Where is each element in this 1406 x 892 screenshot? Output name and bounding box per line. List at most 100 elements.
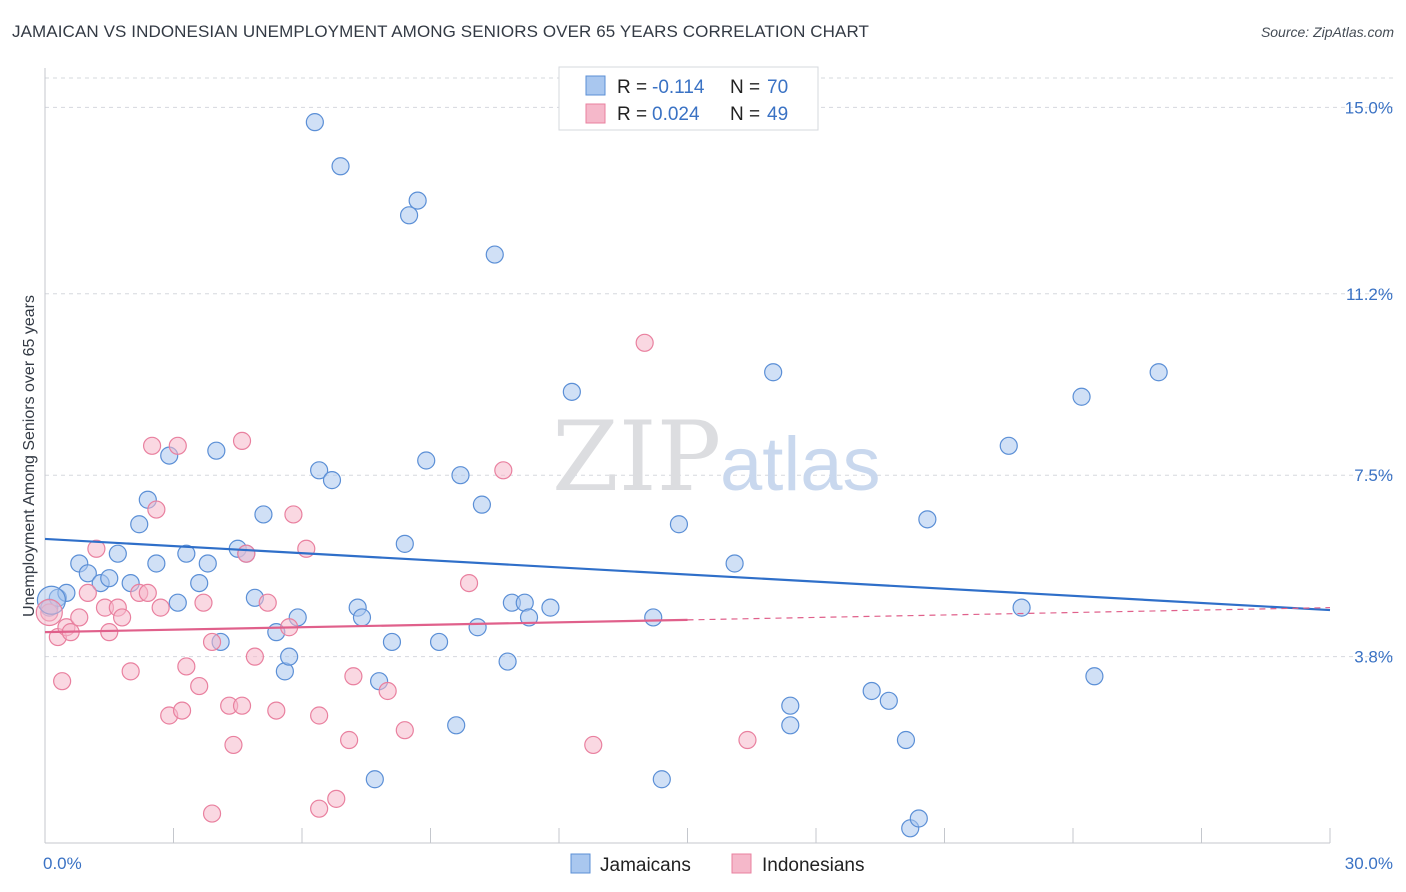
jamaican-point [485, 245, 504, 264]
legend-r-label-jamaicans: R = [617, 77, 647, 98]
jamaican-point [198, 554, 217, 573]
indonesian-point [53, 672, 72, 691]
indonesian-point [112, 608, 132, 627]
jamaican-point [1085, 667, 1104, 686]
x-tick-label-max: 30.0% [1345, 854, 1393, 873]
indonesian-point [310, 799, 329, 818]
jamaican-point [130, 515, 149, 534]
legend-r-value-indonesians: 0.024 [652, 104, 700, 125]
indonesian-point [78, 583, 97, 603]
legend-n-label-indonesians: N = [730, 104, 760, 125]
indonesian-point [121, 662, 140, 681]
grid-layer [45, 77, 1395, 658]
indonesian-point [100, 623, 119, 642]
y-tick-label: 7.5% [1354, 466, 1393, 485]
indonesian-point [168, 436, 187, 455]
indonesian-point [584, 735, 603, 755]
indonesian-point [177, 657, 196, 676]
jamaican-point [78, 564, 97, 583]
indonesian-point [172, 701, 192, 720]
indonesian-point [202, 632, 222, 652]
jamaican-point [562, 382, 581, 401]
jamaican-point [472, 495, 491, 514]
jamaican-point [652, 770, 671, 789]
indonesian-point [237, 544, 256, 563]
indonesian-point [327, 789, 346, 808]
indonesian-point [494, 461, 513, 480]
jamaican-point [781, 716, 800, 735]
y-tick-label: 11.2% [1346, 285, 1393, 304]
jamaican-point [399, 206, 419, 225]
jamaican-point [781, 696, 800, 715]
legend-swatch-jamaicans [585, 75, 606, 96]
indonesian-point [395, 721, 414, 740]
indonesian-point [378, 681, 397, 701]
bottom-legend-indonesians: Indonesians [762, 855, 864, 876]
jamaican-point [447, 716, 466, 735]
indonesian-point [147, 500, 166, 519]
jamaican-point [352, 608, 372, 627]
indonesians-trend-line [44, 618, 688, 634]
axis-layer: 3.8% 7.5% 11.2% 15.0% 0.0% 30.0% [43, 68, 1393, 873]
indonesian-point [459, 573, 479, 593]
indonesian-point [232, 431, 252, 450]
indonesian-point [635, 333, 654, 352]
indonesian-point [202, 804, 222, 823]
stats-legend: R = -0.114 N = 70 R = 0.024 N = 49 [558, 66, 819, 131]
jamaican-point [207, 441, 226, 460]
jamaican-point [725, 554, 744, 573]
jamaican-point [365, 770, 384, 789]
legend-swatch-indonesians [585, 103, 606, 124]
indonesian-point [232, 696, 252, 715]
y-tick-label: 15.0% [1345, 98, 1393, 117]
indonesian-point [138, 583, 157, 603]
watermark-atlas: atlas [720, 422, 881, 507]
jamaican-point [918, 510, 937, 529]
legend-r-value-jamaicans: -0.114 [652, 77, 705, 98]
jamaican-point [999, 436, 1018, 455]
indonesian-point [310, 706, 329, 725]
jamaican-point [331, 157, 350, 176]
indonesian-point [224, 735, 243, 755]
indonesian-point [738, 730, 757, 750]
indonesian-point [344, 667, 363, 686]
jamaican-point [417, 451, 436, 470]
jamaicans-trend-line [44, 537, 1331, 612]
jamaican-point [451, 466, 470, 485]
legend-n-value-jamaicans: 70 [767, 77, 788, 98]
jamaican-point [879, 691, 898, 710]
jamaican-point [644, 608, 663, 627]
jamaican-point [896, 730, 916, 750]
y-axis-title: Unemployment Among Seniors over 65 years [21, 295, 38, 617]
indonesian-point [267, 701, 286, 720]
indonesian-point [70, 608, 89, 627]
indonesian-point [284, 505, 303, 524]
jamaican-point [669, 515, 689, 534]
indonesian-point [245, 647, 264, 666]
indonesian-point [190, 676, 209, 696]
bottom-legend-swatch-indonesians [731, 853, 752, 874]
jamaican-point [190, 573, 209, 593]
jamaican-point [862, 681, 881, 701]
jamaican-point [1149, 363, 1168, 382]
jamaican-point [382, 632, 402, 652]
jamaican-point [1012, 598, 1031, 617]
jamaican-point [519, 608, 539, 627]
bottom-legend: Jamaicans Indonesians [570, 853, 864, 876]
points-layer [35, 113, 1168, 838]
indonesian-point [142, 436, 162, 455]
legend-r-label-indonesians: R = [617, 104, 647, 125]
jamaican-point [468, 618, 487, 637]
jamaican-point [909, 809, 928, 828]
jamaican-point [177, 544, 196, 563]
jamaican-point [254, 505, 273, 524]
source-credit: Source: ZipAtlas.com [1260, 24, 1394, 40]
indonesian-point [258, 593, 277, 612]
jamaican-point [395, 534, 414, 553]
indonesian-point [194, 593, 213, 612]
indonesian-point [87, 539, 106, 558]
jamaican-point [280, 647, 299, 666]
indonesian-cluster-point [35, 598, 63, 627]
trend-layer [44, 537, 1331, 634]
